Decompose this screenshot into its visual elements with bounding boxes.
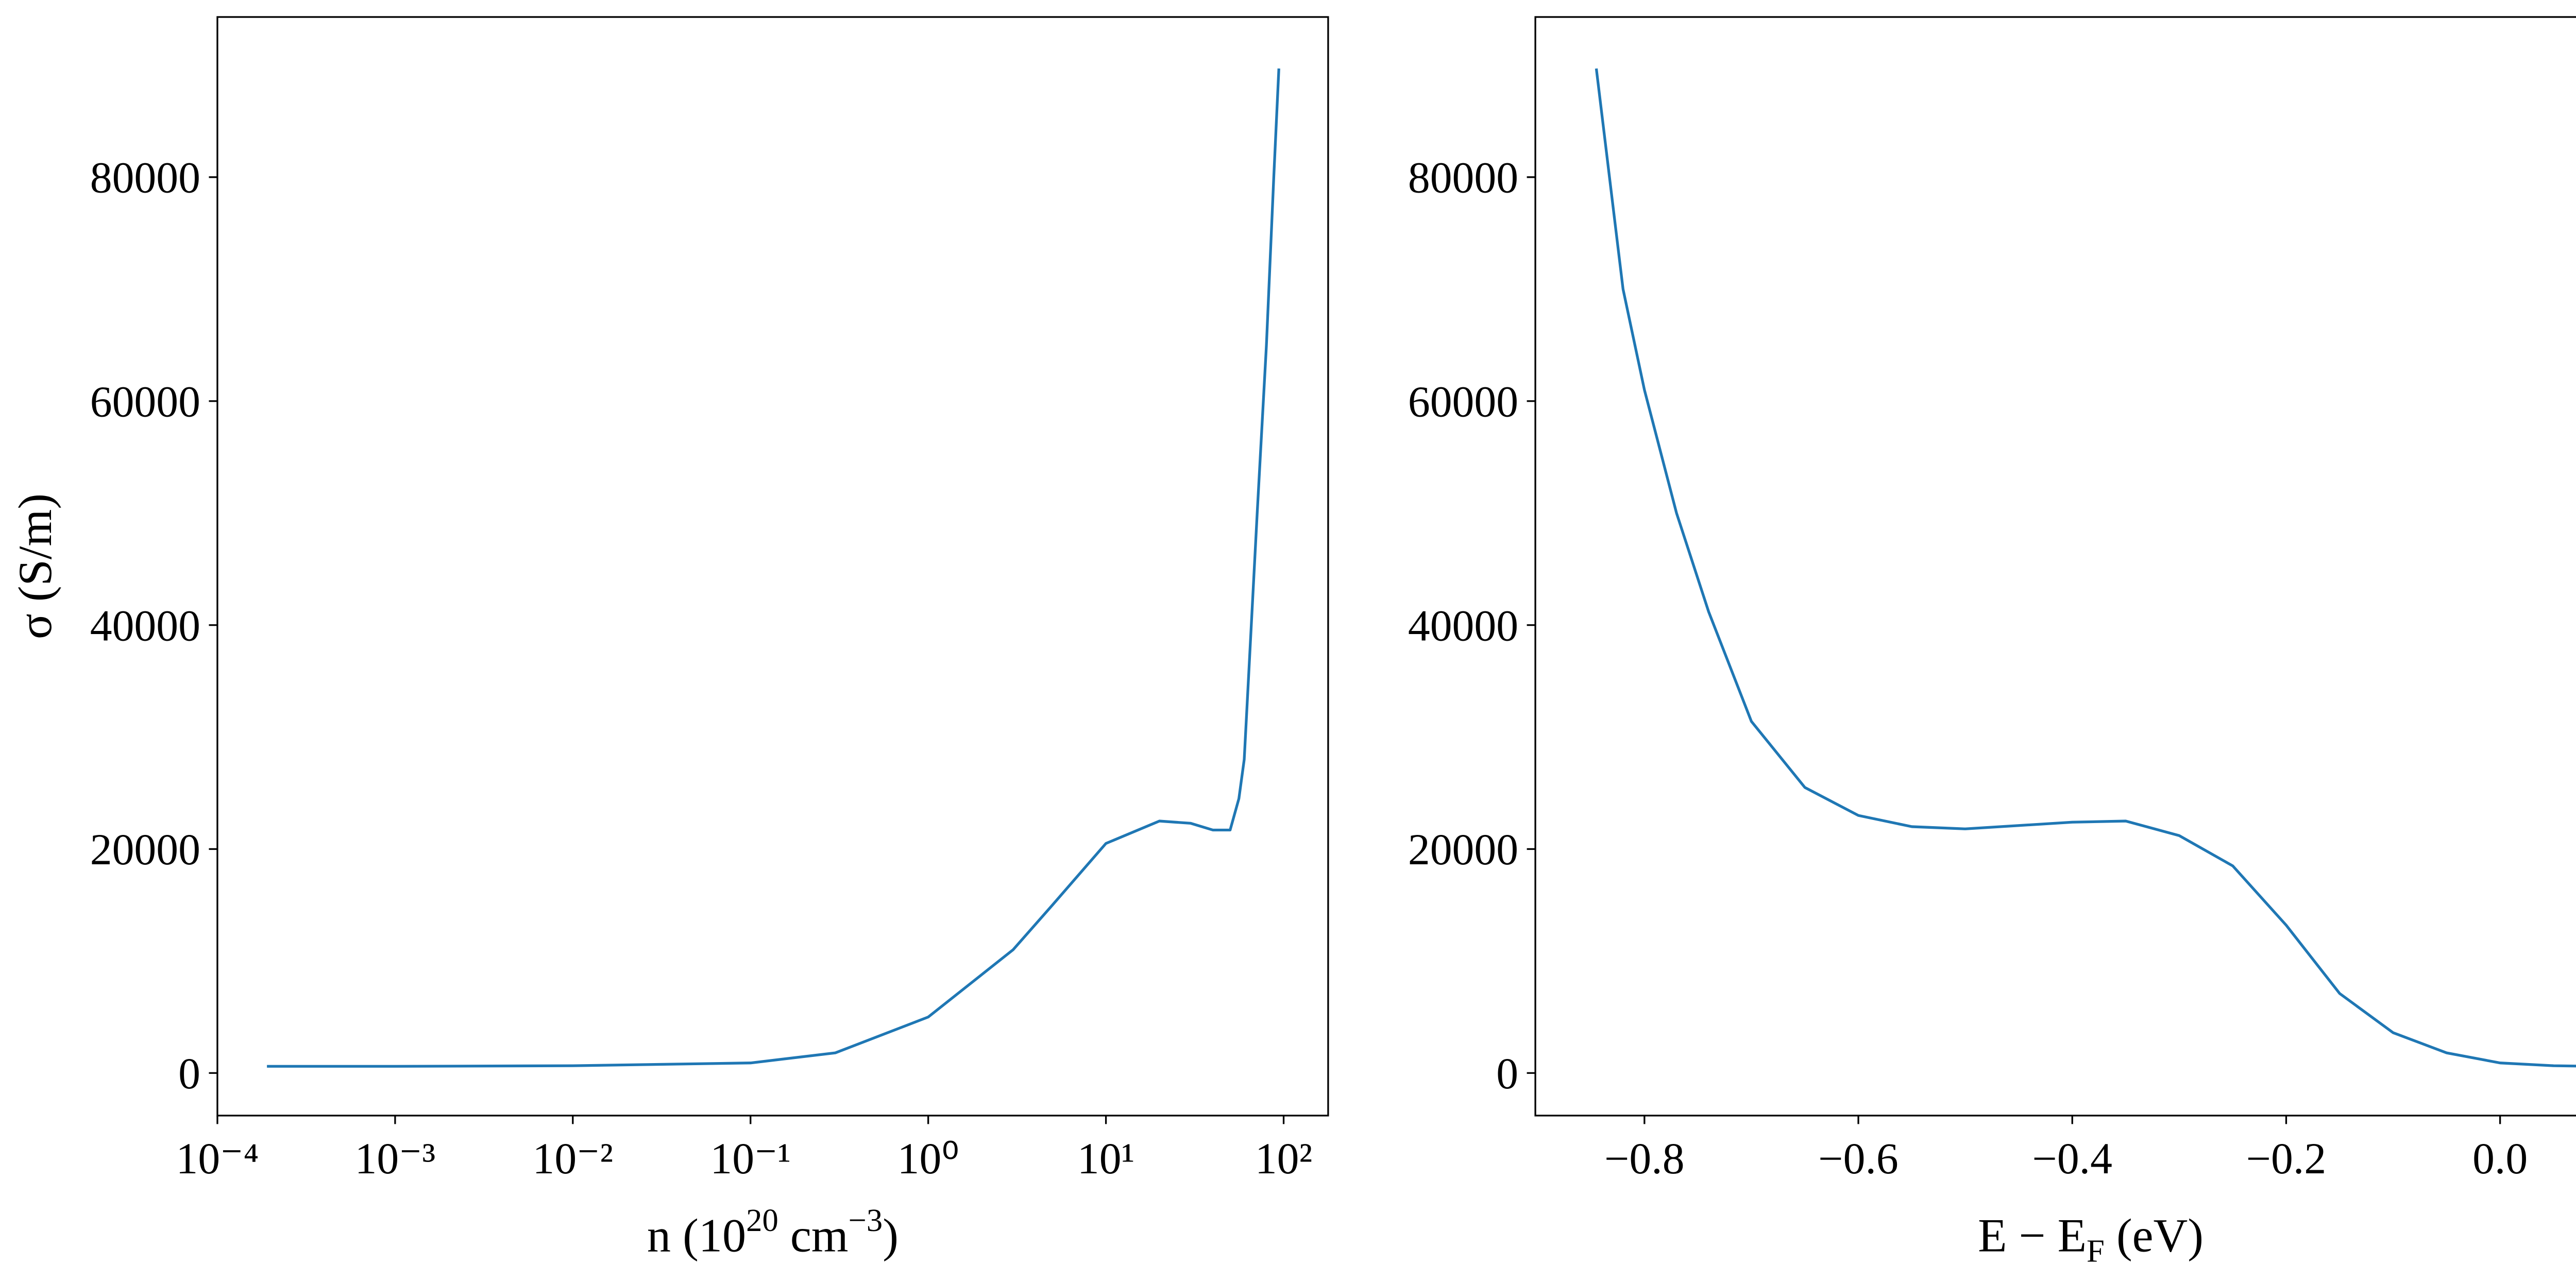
x-tick-label: 10⁰ xyxy=(897,1134,959,1183)
x-tick-label: 10⁻³ xyxy=(355,1134,436,1183)
x-tick-label: 10² xyxy=(1255,1134,1312,1183)
y-tick-label: 0 xyxy=(178,1049,200,1098)
x-axis-label-part: F xyxy=(2087,1233,2105,1269)
y-tick-label: 60000 xyxy=(1408,377,1518,426)
y-tick-label: 80000 xyxy=(90,153,200,202)
x-axis-label: E − EF (eV) xyxy=(1978,1209,2204,1269)
x-tick-label: −0.4 xyxy=(2032,1134,2112,1183)
x-axis-label-part: cm xyxy=(778,1209,849,1262)
x-tick-label: 10⁻¹ xyxy=(710,1134,791,1183)
y-tick-label: 40000 xyxy=(90,601,200,650)
x-tick-label: 10⁻² xyxy=(532,1134,613,1183)
data-line xyxy=(1595,68,2576,1068)
data-line xyxy=(267,68,1280,1068)
x-tick-label: 10¹ xyxy=(1077,1134,1134,1183)
y-tick-label: 60000 xyxy=(90,377,200,426)
y-tick-label: 0 xyxy=(1496,1049,1518,1098)
y-tick-label: 20000 xyxy=(90,825,200,874)
y-tick-label: 80000 xyxy=(1408,153,1518,202)
x-axis-label: n (1020 cm−3) xyxy=(647,1202,899,1262)
plot-frame xyxy=(1534,16,2576,1117)
x-tick-label: −0.8 xyxy=(1604,1134,1684,1183)
x-tick-label: −0.2 xyxy=(2246,1134,2326,1183)
x-axis-label-part: n (10 xyxy=(647,1209,746,1262)
y-axis-label: σ (S/m) xyxy=(9,493,61,639)
plot-frame xyxy=(216,16,1329,1117)
x-tick-label: 0.0 xyxy=(2472,1134,2528,1183)
x-axis-label-part: ) xyxy=(883,1209,899,1262)
x-axis-label-part: (eV) xyxy=(2105,1209,2204,1262)
x-axis-label-part: −3 xyxy=(849,1202,883,1238)
x-tick-label: 10⁻⁴ xyxy=(176,1134,259,1183)
x-axis-label-part: 20 xyxy=(746,1202,778,1238)
x-axis-label-part: E − E xyxy=(1978,1209,2087,1262)
y-tick-label: 20000 xyxy=(1408,825,1518,874)
x-tick-label: −0.6 xyxy=(1818,1134,1898,1183)
y-tick-label: 40000 xyxy=(1408,601,1518,650)
